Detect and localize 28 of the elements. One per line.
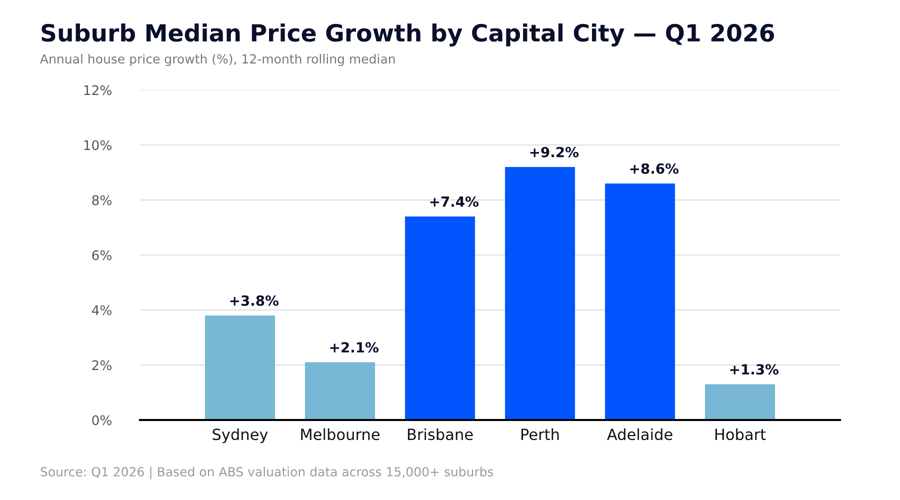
y-tick-label: 4% [92, 305, 112, 316]
bar [505, 167, 575, 420]
x-tick-label: Adelaide [607, 428, 672, 440]
bar [605, 184, 675, 420]
y-tick-label: 12% [84, 85, 112, 96]
chart-title: Suburb Median Price Growth by Capital City — Q1 2026 [42, 23, 774, 47]
x-tick-label: Brisbane [408, 428, 473, 440]
data-label: +3.8% [230, 295, 279, 306]
x-tick-label: Melbourne [301, 428, 380, 440]
bar [705, 384, 775, 420]
y-tick-label: 2% [92, 360, 112, 370]
data-label: +2.1% [330, 342, 379, 353]
bar [205, 316, 275, 420]
y-tick-label: 0% [92, 415, 112, 426]
x-tick-label: Sydney [212, 428, 268, 444]
bar [305, 362, 375, 420]
data-label: +1.3% [730, 364, 779, 375]
x-tick-label: Perth [521, 428, 559, 440]
x-tick-label: Hobart [715, 428, 766, 440]
data-label: +8.6% [630, 163, 679, 174]
y-tick-label: 6% [92, 250, 112, 260]
bar [405, 216, 475, 420]
data-label: +9.2% [530, 146, 579, 158]
chart-subtitle: Annual house price growth (%), 12-month rolling median [40, 54, 395, 66]
y-tick-label: 8% [92, 195, 112, 206]
source-note: Source: Q1 2026 | Based on ABS valuation data across 15,000+ suburbs [40, 466, 494, 480]
data-label: +7.4% [430, 196, 479, 207]
y-tick-label: 10% [84, 140, 112, 150]
